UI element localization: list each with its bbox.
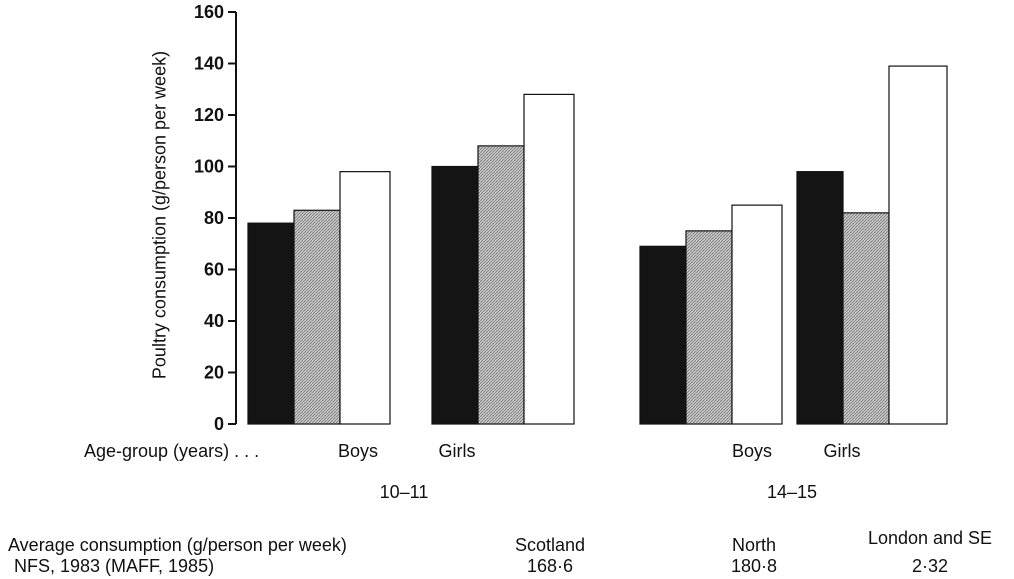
bar-14-15-boys-s3	[731, 204, 783, 425]
region-scotland-name: Scotland	[514, 535, 586, 555]
bar-14-15-boys-s2	[685, 230, 733, 425]
y-tick-label-0: 0	[214, 414, 224, 434]
bar-14-15-girls-s2	[842, 212, 890, 425]
y-axis-label: Poultry consumption (g/person per week)	[149, 50, 170, 380]
bar-14-15-boys-s1	[639, 245, 687, 425]
y-tick-label-160: 160	[194, 2, 224, 22]
bar-10-11-girls-s3	[523, 93, 575, 425]
y-tick-label-40: 40	[204, 311, 224, 331]
bar-10-11-girls-s1	[431, 165, 479, 425]
bar-10-11-boys-s2	[293, 209, 341, 425]
age-label-10-11: 10–11	[379, 482, 429, 502]
region-north-value: 180·8	[730, 556, 778, 576]
sex-label-14-15-boys: Boys	[731, 441, 773, 461]
sex-label-10-11-girls: Girls	[438, 441, 476, 461]
average-consumption-label: Average consumption (g/person per week)	[8, 535, 347, 555]
region-london-se-value: 2·32	[911, 556, 949, 576]
y-tick-label-120: 120	[194, 105, 224, 125]
y-tick-label-100: 100	[194, 157, 224, 177]
bar-10-11-girls-s2	[477, 145, 525, 425]
y-axis: 0 20 40 60 80 100 120 140 160	[194, 2, 237, 434]
y-tick-label-20: 20	[204, 363, 224, 383]
bar-10-11-boys-s1	[247, 222, 295, 425]
region-scotland-value: 168·6	[526, 556, 574, 576]
bars	[247, 65, 948, 425]
nfs-source-label: NFS, 1983 (MAFF, 1985)	[14, 556, 215, 576]
y-tick-label-140: 140	[194, 54, 224, 74]
region-london-se-name: London and SE	[867, 528, 993, 548]
age-group-label: Age-group (years) . . .	[84, 441, 260, 461]
age-label-14-15: 14–15	[766, 482, 818, 502]
sex-label-14-15-girls: Girls	[823, 441, 861, 461]
region-north-name: North	[731, 535, 777, 555]
y-tick-label-80: 80	[204, 208, 224, 228]
bar-14-15-girls-s3	[888, 65, 948, 425]
bar-14-15-girls-s1	[796, 171, 844, 425]
y-tick-label-60: 60	[204, 260, 224, 280]
bar-10-11-boys-s3	[339, 171, 391, 425]
sex-label-10-11-boys: Boys	[337, 441, 379, 461]
